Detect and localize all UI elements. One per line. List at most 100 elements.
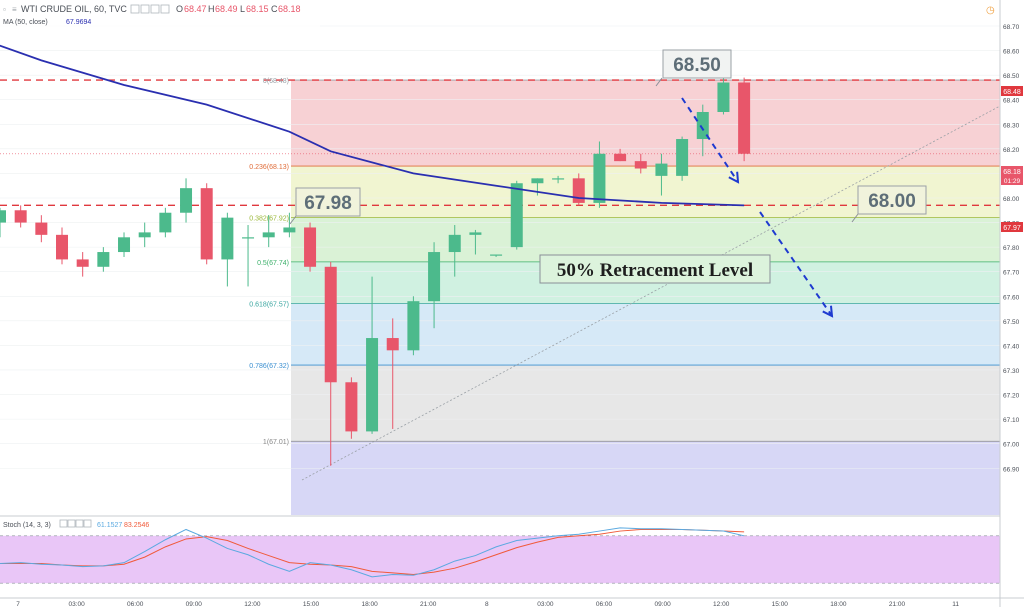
- time-tick: 21:00: [889, 601, 906, 607]
- candle-down: [14, 210, 27, 223]
- candle-up: [242, 237, 255, 239]
- candle-up: [407, 301, 420, 351]
- time-tick: 18:00: [361, 601, 378, 607]
- bars-icon: ≡: [12, 5, 17, 14]
- price-tick: 67.20: [1003, 393, 1020, 400]
- price-tick: 67.10: [1003, 417, 1020, 424]
- candle-up: [676, 139, 689, 176]
- projection-arrow-head: [728, 171, 740, 184]
- time-tick: 03:00: [68, 601, 85, 607]
- callout-67-98[interactable]: 67.98: [289, 187, 361, 225]
- alert-clock-icon[interactable]: ◷: [986, 5, 995, 16]
- open-label: O: [176, 4, 183, 14]
- projection-arrow-head: [822, 305, 834, 318]
- callout-box: [295, 187, 361, 217]
- candle-down: [304, 227, 317, 267]
- candles: [0, 72, 751, 466]
- time-tick: 06:00: [596, 601, 613, 607]
- moving-average: [0, 44, 745, 207]
- time-tick: 12:00: [713, 601, 730, 607]
- projection-arrow-shaft: [681, 97, 739, 183]
- badge-67-97: [1001, 222, 1023, 232]
- retracement-label[interactable]: 50% Retracement Level: [539, 254, 771, 284]
- stoch-tool-icon: [59, 519, 68, 528]
- chart-legend: ▫ ≡ WTI CRUDE OIL, 60, TVC O 68.47 H 68.…: [0, 1, 320, 29]
- close-value: 68.18: [278, 4, 301, 14]
- candle-down: [324, 266, 337, 383]
- projection-arrows: [681, 97, 834, 318]
- callout-box: [662, 49, 732, 79]
- badge-countdown: [1001, 176, 1023, 185]
- callout-68-50[interactable]: 68.50: [655, 49, 732, 87]
- badge-68-48: [1001, 86, 1023, 96]
- more-icon[interactable]: [160, 4, 170, 14]
- stoch-tool-icon: [75, 519, 84, 528]
- fib-label: 0.618(67.57): [249, 302, 289, 309]
- candle-up: [469, 232, 482, 235]
- time-tick: 15:00: [303, 601, 320, 607]
- fib-zone-0: [291, 80, 1000, 167]
- stoch-d-value: 83.2546: [124, 522, 149, 529]
- price-axis-bg: [1000, 0, 1024, 607]
- price-tick: 67.60: [1003, 294, 1020, 301]
- candle-down: [634, 161, 647, 169]
- candle-up: [490, 254, 503, 256]
- price-tick: 67.70: [1003, 270, 1020, 277]
- callout-text: 68.00: [868, 191, 916, 212]
- collapse-icon[interactable]: ▫: [3, 5, 6, 14]
- candle-up: [138, 232, 151, 238]
- ma-label[interactable]: MA (50, close): [3, 19, 48, 26]
- callout-pointer: [655, 77, 663, 87]
- candle-up: [97, 252, 110, 267]
- fib-zone-0.618: [291, 303, 1000, 366]
- settings-icon[interactable]: [140, 4, 150, 14]
- fib-label: 0.786(67.32): [249, 363, 289, 370]
- low-value: 68.15: [246, 4, 269, 14]
- candle-up: [262, 232, 275, 238]
- candle-up: [366, 338, 379, 432]
- time-axis: 7 03:00 06:00 09:00 12:00 15:00 18:00 21:00 8 03:…: [0, 597, 1024, 607]
- time-tick: 09:00: [654, 601, 671, 607]
- candle-down: [200, 188, 213, 260]
- legend-background: [0, 1, 320, 29]
- close-icon[interactable]: [150, 4, 160, 14]
- time-tick: 21:00: [420, 601, 437, 607]
- time-tick: 18:00: [830, 601, 847, 607]
- candle-down: [56, 234, 69, 260]
- price-tick: 67.80: [1003, 245, 1020, 252]
- candle-up: [428, 252, 441, 302]
- stoch-label: Stoch (14, 3, 3): [3, 522, 51, 529]
- candle-down: [76, 259, 89, 267]
- candle-up: [283, 227, 296, 233]
- eye-icon[interactable]: [130, 4, 140, 14]
- price-tick: 67.50: [1003, 319, 1020, 326]
- price-tick: 68.60: [1003, 49, 1020, 56]
- candle-up: [0, 210, 6, 223]
- candle-up: [221, 217, 234, 260]
- legend-tool-icons[interactable]: [130, 4, 170, 14]
- close-label: C: [271, 4, 278, 14]
- low-label: L: [240, 4, 245, 14]
- fib-label: 0.5(67.74): [257, 260, 289, 267]
- high-label: H: [208, 4, 215, 14]
- ma-line: [0, 44, 745, 207]
- callout-68-00[interactable]: 68.00: [851, 185, 927, 223]
- price-tick: 68.40: [1003, 98, 1020, 105]
- badge-68-18: [1001, 166, 1023, 176]
- stoch-k-value: 61.1527: [97, 522, 122, 529]
- price-tick: 68.50: [1003, 73, 1020, 80]
- fib-label: 0.236(68.13): [249, 164, 289, 171]
- fib-label: 0(68.48): [263, 78, 289, 85]
- price-tick: 67.40: [1003, 343, 1020, 350]
- candle-down: [614, 153, 627, 162]
- fib-label: 1(67.01): [263, 439, 289, 446]
- price-tick: 68.70: [1003, 24, 1020, 31]
- fibonacci-zones: [291, 79, 1000, 515]
- callout-pointer: [851, 213, 859, 223]
- open-value: 68.47: [184, 4, 207, 14]
- stoch-band: [0, 535, 1000, 584]
- candle-up: [552, 178, 565, 180]
- fib-zone-extension: [291, 441, 1000, 515]
- symbol-label[interactable]: WTI CRUDE OIL, 60, TVC: [21, 4, 127, 14]
